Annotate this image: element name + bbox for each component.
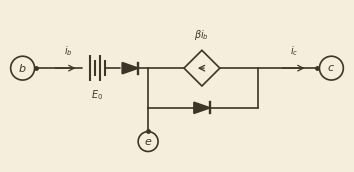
- Polygon shape: [122, 63, 138, 74]
- Polygon shape: [184, 50, 220, 86]
- Text: $E_0$: $E_0$: [91, 88, 103, 102]
- Text: $\beta i_b$: $\beta i_b$: [194, 28, 209, 42]
- Circle shape: [11, 56, 35, 80]
- Polygon shape: [194, 102, 210, 113]
- Circle shape: [319, 56, 343, 80]
- Text: $i_b$: $i_b$: [64, 44, 73, 58]
- Text: $i_c$: $i_c$: [290, 44, 299, 58]
- Text: $c$: $c$: [327, 63, 335, 73]
- Text: $b$: $b$: [18, 62, 27, 74]
- Text: $e$: $e$: [144, 137, 152, 147]
- Circle shape: [138, 132, 158, 152]
